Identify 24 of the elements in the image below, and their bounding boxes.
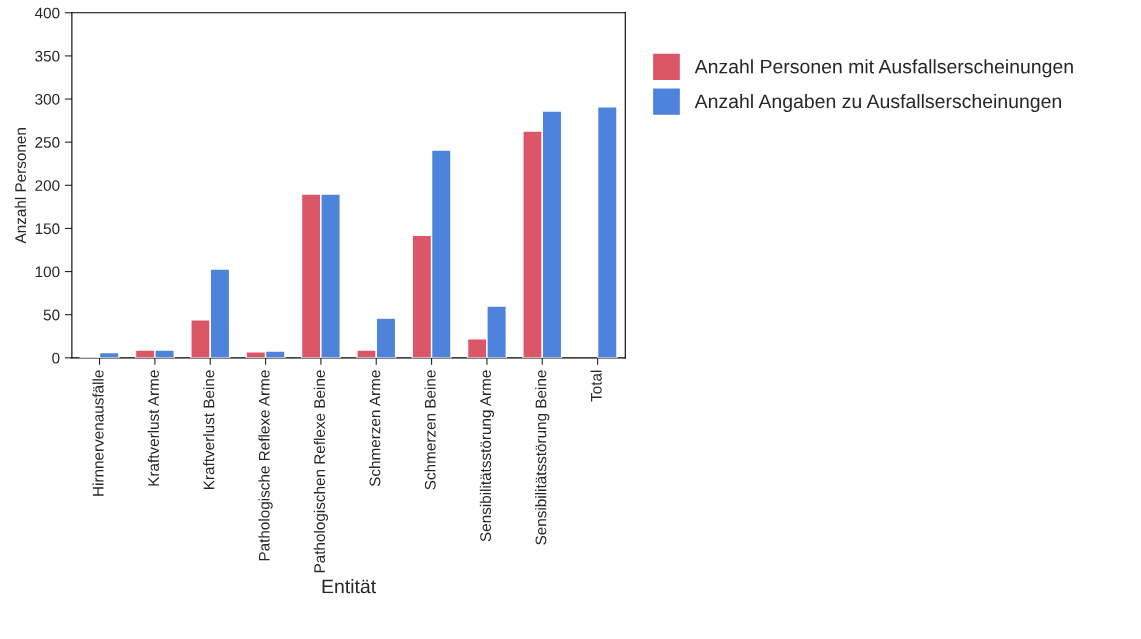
x-tick-label: Kraftverlust Beine <box>203 370 215 489</box>
y-tick-label: 50 <box>43 309 60 321</box>
x-tick-label: Pathologische Reflexe Arme <box>258 370 273 561</box>
y-tick-label: 150 <box>35 223 60 235</box>
y-tick-label: 300 <box>35 93 60 105</box>
x-tick-label: Sensibilitätsstörung Arme <box>479 370 495 542</box>
x-tick-label: Pathologischen Reflexe Beine <box>313 370 329 573</box>
y-tick-label: 100 <box>35 266 60 278</box>
y-tick-label: 400 <box>34 7 60 19</box>
x-axis-title: Entität <box>322 579 376 594</box>
x-tick-label: Hirnnervenausfälle <box>92 370 104 496</box>
x-tick-label: Sensibilitätsstörung Beine <box>535 370 550 545</box>
y-tick-label: 200 <box>35 180 60 191</box>
y-tick-label: 350 <box>35 50 60 62</box>
y-axis-title: Anzahl Personen <box>14 128 27 244</box>
y-tick-label: 250 <box>35 137 60 148</box>
legend-label: Anzahl Angaben zu Ausfallserscheinungen <box>694 93 1061 113</box>
x-tick-label: Schmerzen Beine <box>424 370 436 490</box>
y-tick-label: 0 <box>52 352 60 364</box>
x-tick-label: Total <box>590 370 602 402</box>
bar <box>596 106 618 358</box>
x-tick-label: Kraftverlust Arme <box>147 370 159 486</box>
x-tick-label: Schmerzen Arme <box>369 370 381 487</box>
legend-label: Anzahl Personen mit Ausfallserscheinungen <box>694 59 1073 78</box>
